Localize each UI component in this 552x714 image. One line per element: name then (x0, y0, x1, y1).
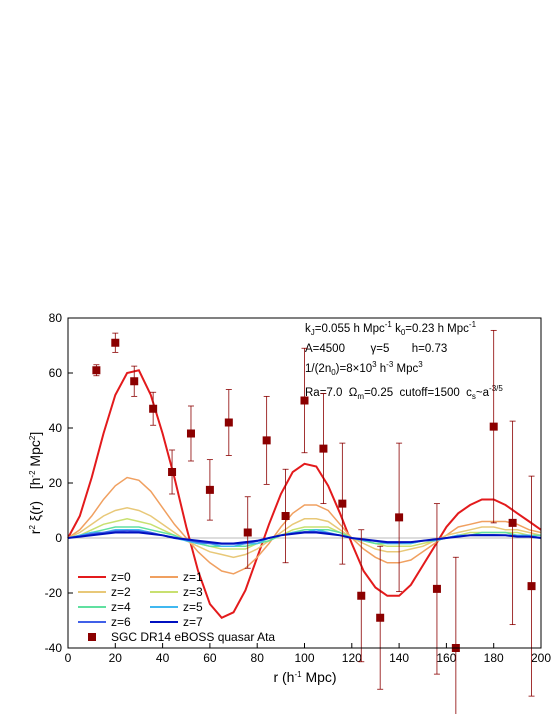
annotations: kJ=0.055 h Mpc-1 k0=0.23 h Mpc-1 A=4500 … (305, 320, 503, 401)
point (376, 613, 385, 622)
point (262, 436, 271, 445)
curve (67, 507, 542, 559)
x-tick-label: 200 (531, 651, 551, 665)
point (527, 582, 536, 591)
legend-label: z=7 (183, 615, 203, 629)
curve (67, 369, 542, 620)
y-tick-label: -20 (45, 586, 63, 600)
point (243, 528, 252, 537)
legend-label: z=0 (111, 570, 131, 584)
point (508, 518, 517, 527)
point (432, 584, 441, 593)
y-tick-label: 80 (49, 311, 63, 325)
legend-label: z=4 (111, 600, 131, 614)
annotation: A=4500 γ=5 h=0.73 (305, 343, 447, 355)
point (111, 338, 120, 347)
point (357, 591, 366, 600)
point (338, 499, 347, 508)
x-tick-label: 20 (109, 651, 123, 665)
legend-label: z=5 (183, 600, 203, 614)
point (205, 485, 214, 494)
y-tick-label: -40 (45, 641, 63, 655)
plot-frame (67, 317, 542, 649)
annotation: 1/(2n0)=8×103 h-3 Mpc3 (305, 360, 423, 377)
point (319, 444, 328, 453)
y-tick-label: 40 (49, 421, 63, 435)
x-tick-label: 0 (65, 651, 72, 665)
x-tick-label: 180 (484, 651, 504, 665)
curve (67, 518, 541, 550)
x-axis-title: r (h-1 Mpc) (273, 669, 336, 685)
x-tick-label: 160 (436, 651, 456, 665)
legend-label: z=1 (183, 570, 203, 584)
x-tick-label: 120 (342, 651, 362, 665)
legend-label: SGC DR14 eBOSS quasar Ata (111, 630, 275, 644)
legend-label: z=2 (111, 585, 131, 599)
x-tick-label: 40 (156, 651, 170, 665)
x-tick-label: 80 (251, 651, 265, 665)
curve (67, 531, 542, 545)
point (489, 422, 498, 431)
legend-swatch (88, 633, 96, 641)
point (186, 429, 195, 438)
y-tick-label: 20 (49, 476, 63, 490)
y-tick-label: 60 (49, 366, 63, 380)
point (149, 404, 158, 413)
point (92, 366, 101, 375)
point (281, 512, 290, 520)
point (395, 513, 404, 522)
annotation: Ra=7.0 Ωm=0.25 cutoff=1500 cs~a-3/5 (305, 384, 503, 401)
annotation: kJ=0.055 h Mpc-1 k0=0.23 h Mpc-1 (305, 320, 477, 337)
point (300, 396, 309, 405)
point (130, 377, 139, 386)
legend-label: z=3 (183, 585, 203, 599)
y-tick-label: 0 (55, 531, 62, 545)
x-tick-label: 140 (389, 651, 409, 665)
point (224, 418, 233, 427)
x-tick-label: 100 (294, 651, 314, 665)
legend-label: z=6 (111, 615, 131, 629)
point (168, 468, 177, 476)
curve (67, 476, 542, 575)
y-axis-title: r2 ξ(r) [h-2 Mpc2] (27, 432, 43, 534)
x-tick-label: 60 (203, 651, 217, 665)
